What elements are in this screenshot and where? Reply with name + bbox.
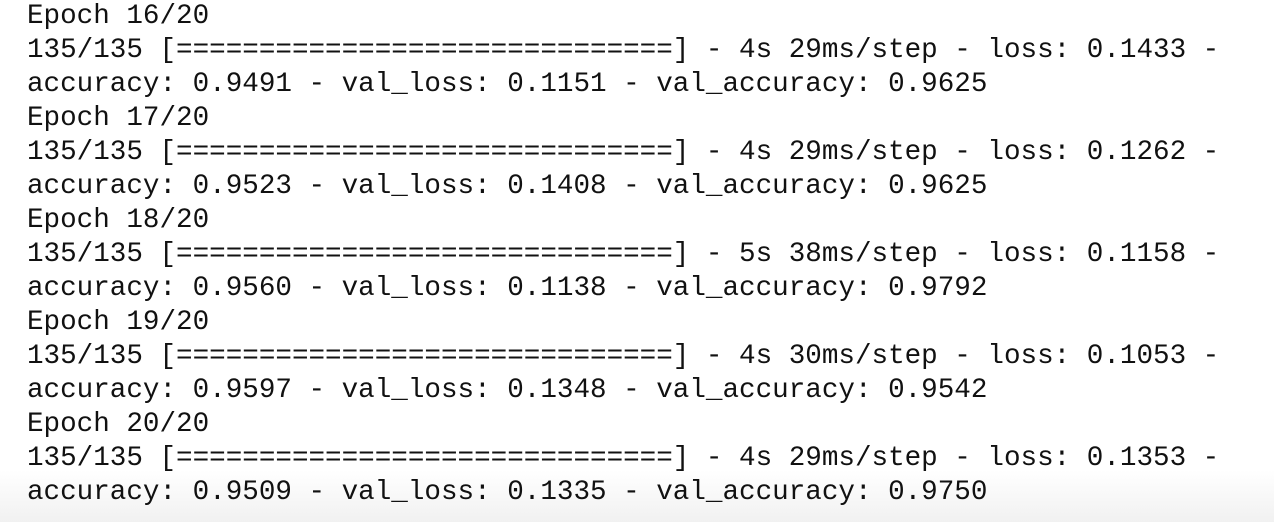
log-line: accuracy: 0.9523 - val_loss: 0.1408 - va… (27, 171, 988, 202)
log-line: 135/135 [==============================]… (27, 341, 1220, 372)
log-line: 135/135 [==============================]… (27, 443, 1220, 474)
log-line: Epoch 16/20 (27, 1, 210, 32)
log-line: accuracy: 0.9491 - val_loss: 0.1151 - va… (27, 69, 988, 100)
log-line: accuracy: 0.9597 - val_loss: 0.1348 - va… (27, 375, 988, 406)
log-line: 135/135 [==============================]… (27, 137, 1220, 168)
log-line: Epoch 20/20 (27, 409, 210, 440)
log-line: Epoch 19/20 (27, 307, 210, 338)
terminal-output: Epoch 16/20 135/135 [====================… (27, 0, 1219, 510)
log-line: accuracy: 0.9560 - val_loss: 0.1138 - va… (27, 273, 988, 304)
log-line: Epoch 18/20 (27, 205, 210, 236)
log-line: Epoch 17/20 (27, 103, 210, 134)
log-line: accuracy: 0.9509 - val_loss: 0.1335 - va… (27, 477, 988, 508)
log-line: 135/135 [==============================]… (27, 35, 1220, 66)
log-line: 135/135 [==============================]… (27, 239, 1220, 270)
